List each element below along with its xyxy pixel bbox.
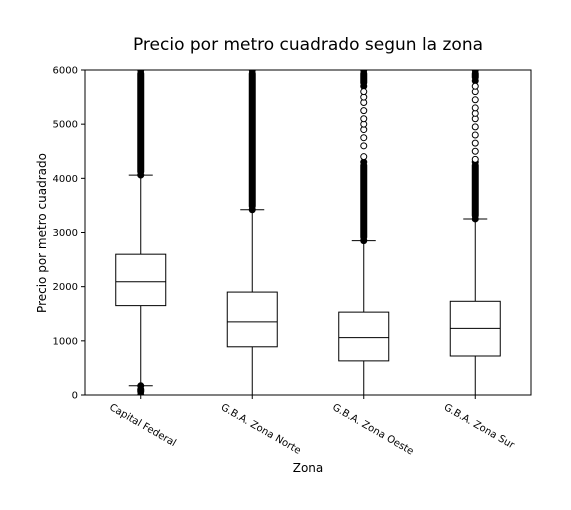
x-tick-label: G.B.A. Zona Oeste xyxy=(330,402,415,457)
outlier-point xyxy=(137,171,145,179)
outlier-point xyxy=(471,77,479,85)
outlier-point xyxy=(471,215,479,223)
y-tick-label: 4000 xyxy=(53,174,78,185)
outlier-point xyxy=(360,88,368,96)
outlier-point xyxy=(137,382,145,390)
y-tick-label: 1000 xyxy=(53,336,78,347)
box-iqr xyxy=(115,253,167,307)
outlier-point xyxy=(360,82,368,90)
box-1 xyxy=(226,70,278,395)
outlier-dense-band xyxy=(360,162,368,241)
outlier-dense-band xyxy=(471,162,479,219)
box-iqr xyxy=(338,311,390,362)
plot-marks xyxy=(115,70,501,395)
outlier-point xyxy=(471,96,479,104)
y-tick-label: 3000 xyxy=(53,228,78,239)
plot-area xyxy=(115,70,501,395)
y-tick-label: 6000 xyxy=(53,66,78,77)
x-axis-ticks: Capital Federal G.B.A. Zona Norte G.B.A. Z… xyxy=(107,395,517,458)
box-3 xyxy=(449,70,501,395)
outlier-dense-band xyxy=(360,70,368,87)
chart-title: Precio por metro cuadrado segun la zona xyxy=(133,35,483,55)
outlier-point xyxy=(471,155,479,163)
y-axis-ticks: 0 1000 2000 3000 4000 5000 6000 xyxy=(53,66,85,402)
outlier-point xyxy=(360,70,368,74)
outlier-point xyxy=(471,70,479,74)
outlier-point xyxy=(248,206,256,214)
outlier-point xyxy=(360,115,368,123)
box-iqr xyxy=(226,291,278,348)
y-tick-label: 2000 xyxy=(53,282,78,293)
y-tick-label: 0 xyxy=(72,391,78,402)
outlier-point xyxy=(360,153,368,161)
y-tick-label: 5000 xyxy=(53,120,78,131)
outlier-point xyxy=(471,82,479,90)
outlier-point xyxy=(471,147,479,155)
box-0 xyxy=(115,70,167,395)
outlier-point xyxy=(360,134,368,142)
outlier-point xyxy=(471,131,479,139)
outlier-point xyxy=(360,237,368,245)
x-tick-label: G.B.A. Zona Norte xyxy=(219,402,303,457)
plot-frame xyxy=(84,69,532,396)
outlier-point xyxy=(137,391,145,395)
outlier-point xyxy=(137,70,145,74)
outlier-dense-band xyxy=(248,70,256,210)
outlier-point xyxy=(248,70,256,74)
x-axis-label: Zona xyxy=(293,461,324,475)
outlier-point xyxy=(471,104,479,112)
outlier-point xyxy=(360,158,368,166)
outlier-point xyxy=(471,123,479,131)
outlier-point xyxy=(360,142,368,150)
y-axis-label: Precio por metro cuadrado xyxy=(35,153,49,313)
outlier-point xyxy=(471,139,479,147)
box-2 xyxy=(338,70,390,395)
x-tick-label: Capital Federal xyxy=(107,402,178,449)
outlier-dense-band xyxy=(137,70,145,176)
outlier-point xyxy=(360,107,368,115)
x-tick-label: G.B.A. Zona Sur xyxy=(442,402,517,452)
